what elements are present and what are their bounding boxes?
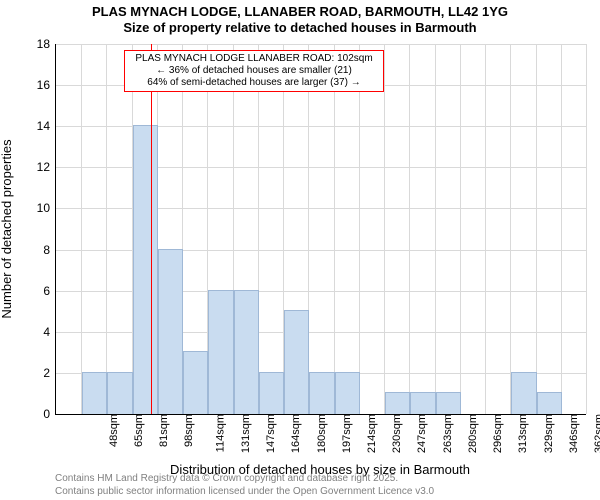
x-tick-label: 164sqm (284, 414, 302, 453)
y-axis-title: Number of detached properties (0, 139, 14, 318)
histogram-chart: PLAS MYNACH LODGE, LLANABER ROAD, BARMOU… (0, 0, 600, 500)
title-line-1: PLAS MYNACH LODGE, LLANABER ROAD, BARMOU… (0, 4, 600, 20)
y-tick-label: 0 (43, 407, 56, 421)
x-tick-label: 280sqm (461, 414, 479, 453)
footer: Contains HM Land Registry data © Crown c… (55, 473, 434, 498)
x-tick-label: 263sqm (436, 414, 454, 453)
grid-line-v (586, 44, 587, 414)
x-tick-label: 313sqm (512, 414, 530, 453)
y-tick-label: 2 (43, 366, 56, 380)
x-tick-label: 329sqm (537, 414, 555, 453)
x-tick-label: 230sqm (385, 414, 403, 453)
annotation-layer: PLAS MYNACH LODGE LLANABER ROAD: 102sqm←… (56, 44, 586, 414)
x-tick-label: 81sqm (152, 414, 170, 447)
y-tick-label: 4 (43, 325, 56, 339)
title-line-2: Size of property relative to detached ho… (0, 20, 600, 36)
annotation-box: PLAS MYNACH LODGE LLANABER ROAD: 102sqm←… (124, 50, 384, 92)
x-tick-label: 197sqm (335, 414, 353, 453)
x-tick-label: 362sqm (587, 414, 600, 453)
y-tick-label: 12 (37, 160, 56, 174)
x-tick-label: 65sqm (127, 414, 145, 447)
x-tick-label: 48sqm (102, 414, 120, 447)
annotation-line-1: PLAS MYNACH LODGE LLANABER ROAD: 102sqm (129, 53, 379, 65)
annotation-line-2: ← 36% of detached houses are smaller (21… (129, 65, 379, 77)
y-tick-label: 10 (37, 201, 56, 215)
x-tick-label: 180sqm (310, 414, 328, 453)
plot-area: PLAS MYNACH LODGE LLANABER ROAD: 102sqm←… (55, 44, 586, 415)
y-tick-label: 18 (37, 37, 56, 51)
y-tick-label: 16 (37, 78, 56, 92)
chart-title: PLAS MYNACH LODGE, LLANABER ROAD, BARMOU… (0, 4, 600, 37)
footer-line-2: Contains public sector information licen… (55, 486, 434, 499)
x-tick-label: 114sqm (208, 414, 226, 452)
x-tick-label: 346sqm (562, 414, 580, 453)
x-tick-label: 214sqm (360, 414, 378, 453)
y-tick-label: 8 (43, 243, 56, 257)
marker-line (151, 44, 152, 414)
x-tick-label: 247sqm (411, 414, 429, 453)
y-tick-label: 14 (37, 119, 56, 133)
annotation-line-3: 64% of semi-detached houses are larger (… (129, 77, 379, 89)
x-tick-label: 296sqm (486, 414, 504, 453)
y-tick-label: 6 (43, 284, 56, 298)
x-tick-label: 98sqm (177, 414, 195, 447)
x-tick-label: 131sqm (234, 414, 252, 453)
x-tick-label: 147sqm (259, 414, 277, 453)
footer-line-1: Contains HM Land Registry data © Crown c… (55, 473, 434, 486)
